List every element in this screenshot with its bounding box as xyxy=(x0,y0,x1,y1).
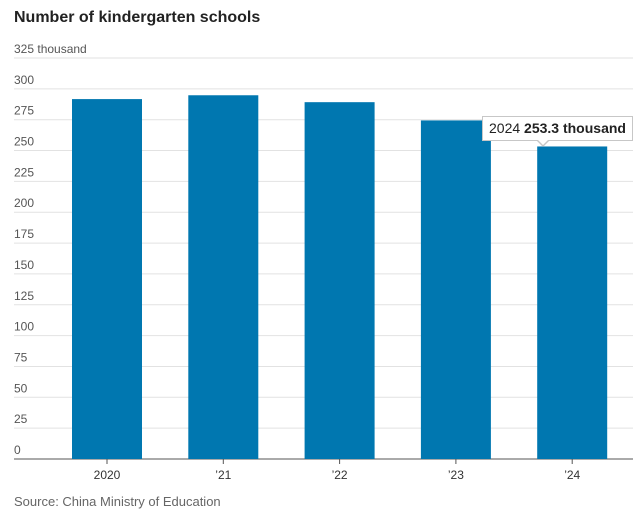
chart-title: Number of kindergarten schools xyxy=(14,9,261,26)
y-tick-label: 225 xyxy=(14,165,34,179)
y-tick-label: 275 xyxy=(14,104,34,118)
x-tick-label: ’24 xyxy=(564,468,580,482)
y-tick-label: 75 xyxy=(14,350,28,364)
y-tick-label: 25 xyxy=(14,412,28,426)
y-tick-label: 325 thousand xyxy=(14,42,87,56)
x-tick-label: 2020 xyxy=(94,468,121,482)
y-tick-label: 200 xyxy=(14,196,34,210)
y-tick-label: 0 xyxy=(14,443,21,457)
y-tick-label: 175 xyxy=(14,227,34,241)
y-tick-label: 250 xyxy=(14,135,34,149)
y-tick-label: 100 xyxy=(14,320,34,334)
bar-0[interactable] xyxy=(72,99,142,460)
source-note: Source: China Ministry of Education xyxy=(14,494,221,509)
hover-tooltip: 2024 253.3 thousand xyxy=(482,116,633,141)
bar-3[interactable] xyxy=(420,120,491,459)
tooltip-pointer xyxy=(537,140,549,147)
tooltip-year: 2024 xyxy=(489,120,521,136)
bar-4[interactable] xyxy=(537,146,608,459)
y-tick-label: 300 xyxy=(14,73,34,87)
y-tick-label: 50 xyxy=(14,381,28,395)
x-tick-label: ’22 xyxy=(332,468,348,482)
bar-1[interactable] xyxy=(188,95,259,460)
y-tick-label: 150 xyxy=(14,258,34,272)
x-tick-label: ’21 xyxy=(215,468,231,482)
x-tick-label: ’23 xyxy=(448,468,464,482)
bar-2[interactable] xyxy=(304,102,375,459)
tooltip-value: 253.3 thousand xyxy=(524,120,626,136)
y-tick-label: 125 xyxy=(14,289,34,303)
